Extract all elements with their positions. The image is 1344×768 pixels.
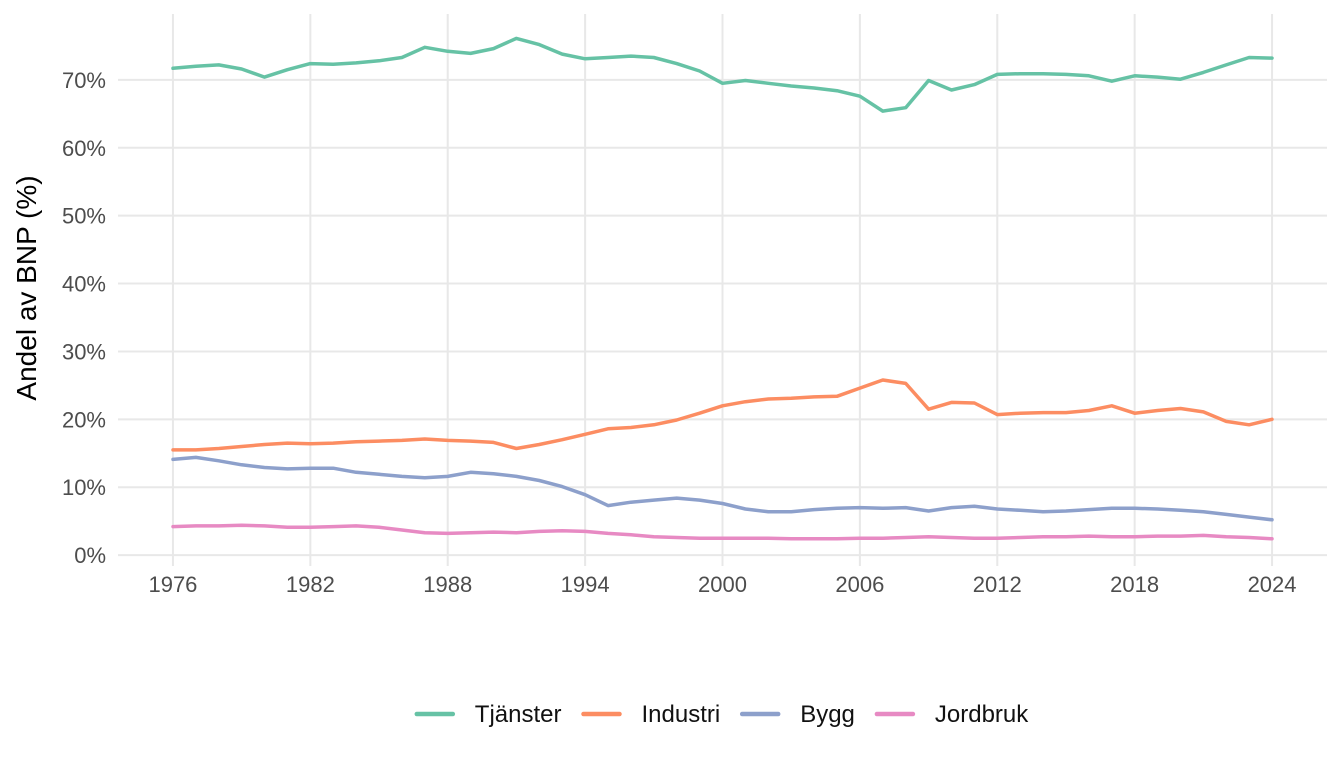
y-tick-label: 30% — [62, 339, 106, 364]
legend-item-jordbruk: Jordbruk — [874, 701, 1029, 728]
y-tick-label: 20% — [62, 407, 106, 432]
y-axis-title: Andel av BNP (%) — [11, 175, 42, 400]
legend: Tjänster Industri Bygg Jordbruk — [414, 701, 1029, 728]
series-lines — [171, 36, 1274, 541]
legend-label: Industri — [642, 701, 721, 728]
y-tick-label: 60% — [62, 136, 106, 161]
legend-label: Bygg — [800, 701, 855, 728]
series-line-bygg — [171, 455, 1274, 522]
y-tick-label: 0% — [74, 543, 106, 568]
x-tick-label: 2024 — [1248, 572, 1297, 597]
x-tick-label: 2012 — [973, 572, 1022, 597]
x-tick-label: 2000 — [698, 572, 747, 597]
y-tick-label: 50% — [62, 204, 106, 229]
x-tick-label: 1982 — [286, 572, 335, 597]
legend-label: Jordbruk — [935, 701, 1029, 728]
y-tick-label: 70% — [62, 68, 106, 93]
series-line-tjänster — [171, 36, 1274, 113]
x-tick-label: 1988 — [423, 572, 472, 597]
legend-item-bygg: Bygg — [739, 701, 855, 728]
x-tick-label: 2006 — [835, 572, 884, 597]
y-tick-label: 10% — [62, 475, 106, 500]
x-tick-label: 2018 — [1110, 572, 1159, 597]
legend-label: Tjänster — [475, 701, 562, 728]
gridlines — [118, 14, 1327, 566]
legend-item-tjänster: Tjänster — [414, 701, 562, 728]
y-tick-label: 40% — [62, 272, 106, 297]
x-axis-tick-labels: 1976 1982 1988 1994 2000 2006 2012 2018 2024 — [148, 572, 1296, 597]
x-tick-label: 1994 — [561, 572, 610, 597]
series-line-jordbruk — [171, 523, 1274, 541]
legend-item-industri: Industri — [581, 701, 721, 728]
x-tick-label: 1976 — [148, 572, 197, 597]
series-line-industri — [171, 378, 1274, 452]
y-axis-tick-labels: 0% 10% 20% 30% 40% 50% 60% 70% — [62, 68, 106, 568]
